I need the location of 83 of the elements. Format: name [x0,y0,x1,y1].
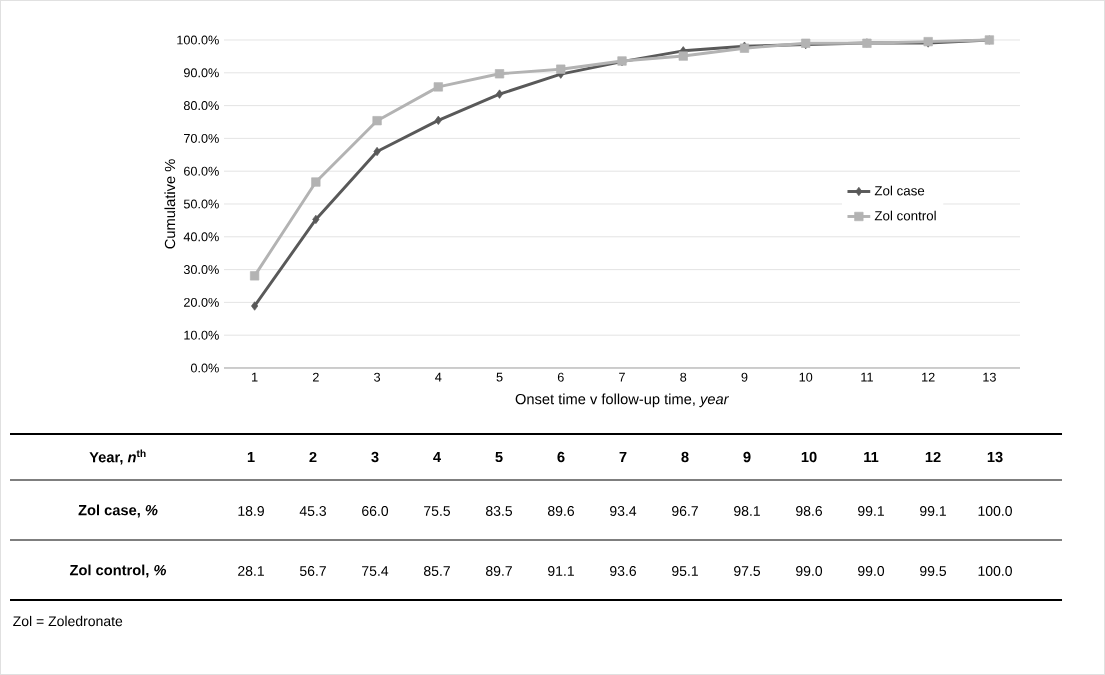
y-tick-label: 70.0% [184,133,219,143]
x-axis-title: Onset time v follow-up time, year [515,393,730,408]
data-label: 100.0 [978,566,1012,576]
point [311,177,321,187]
data-label: 99.1 [920,506,946,516]
category-label: 2 [309,451,317,463]
text: Zol = Zoledronate [13,615,123,627]
category-label: 4 [433,451,441,463]
x-tick-label: 8 [680,372,687,382]
data-label: 99.1 [858,506,884,516]
legend-label: Zol case [874,185,925,196]
x-tick-label: 9 [741,372,748,382]
category-label: 10 [801,451,817,463]
x-tick-label: 10 [799,372,813,382]
point [494,69,505,79]
text: Zol control, % [69,564,167,578]
data-label: 56.7 [299,566,326,576]
y-axis-title: Cumulative % [164,159,176,249]
category-label: 8 [681,451,689,463]
data-label: 95.1 [672,566,698,576]
category-label: 13 [987,451,1003,463]
data-label: 85.7 [423,566,450,576]
point [251,301,259,311]
y-tick-label: 40.0% [183,232,219,242]
point [678,51,688,61]
x-tick-label: 4 [435,372,442,382]
point [250,271,260,281]
data-label: 98.6 [796,506,823,516]
point [434,115,442,125]
data-label: 89.6 [547,506,575,516]
category-label: 12 [925,451,941,463]
x-tick-label: 7 [619,372,625,382]
point [496,89,504,99]
x-tick-label: 12 [922,372,935,382]
data-label: 66.0 [362,506,389,516]
data-label: 98.1 [734,506,760,516]
data-label: 99.5 [920,566,947,576]
data-label: 99.0 [858,566,885,576]
legend-label: Zol control [874,210,936,221]
data-label: 83.5 [485,506,513,516]
x-tick-label: 1 [252,372,258,382]
data-label: 89.7 [485,566,512,576]
y-tick-label: 100.0% [177,35,219,45]
data-label: 93.6 [610,566,637,576]
point [373,146,381,157]
data-label: 100.0 [978,506,1012,516]
data-label: 75.4 [362,566,389,576]
x-tick-label: 13 [983,372,996,382]
y-tick-label: 10.0% [184,330,219,340]
y-tick-label: 80.0% [183,101,219,111]
data-label: 99.0 [796,566,823,576]
point [372,116,382,126]
text: Zol case, % [78,504,158,518]
data-label: 96.7 [672,506,698,516]
point [312,214,320,225]
data-label: 91.1 [548,566,574,576]
category-label: 5 [495,451,503,463]
x-tick-label: 3 [374,372,381,382]
category-label: 3 [371,451,379,463]
category-label: 1 [247,451,255,463]
y-tick-label: 90.0% [183,68,219,78]
category-label: 9 [743,451,751,463]
y-tick-label: 50.0% [183,199,219,209]
data-label: 75.5 [424,506,451,516]
x-tick-label: 11 [861,372,873,382]
category-label: 7 [619,451,627,463]
category-label: 6 [557,451,565,463]
point [556,64,566,74]
x-tick-label: 5 [496,372,503,382]
data-label: 45.3 [299,506,327,516]
text: Year, n$^{th}$ [89,449,146,465]
data-label: 93.4 [610,506,637,516]
category-label: 11 [864,451,879,463]
point [433,82,443,92]
x-tick-label: 6 [557,372,564,382]
y-tick-label: 60.0% [184,166,219,176]
data-label: 97.5 [734,566,761,576]
x-tick-label: 2 [312,372,319,382]
y-tick-label: 30.0% [183,265,219,275]
y-tick-label: 0.0% [190,363,219,373]
y-tick-label: 20.0% [184,297,219,307]
data-label: 28.1 [238,566,264,576]
data-label: 18.9 [238,506,264,516]
